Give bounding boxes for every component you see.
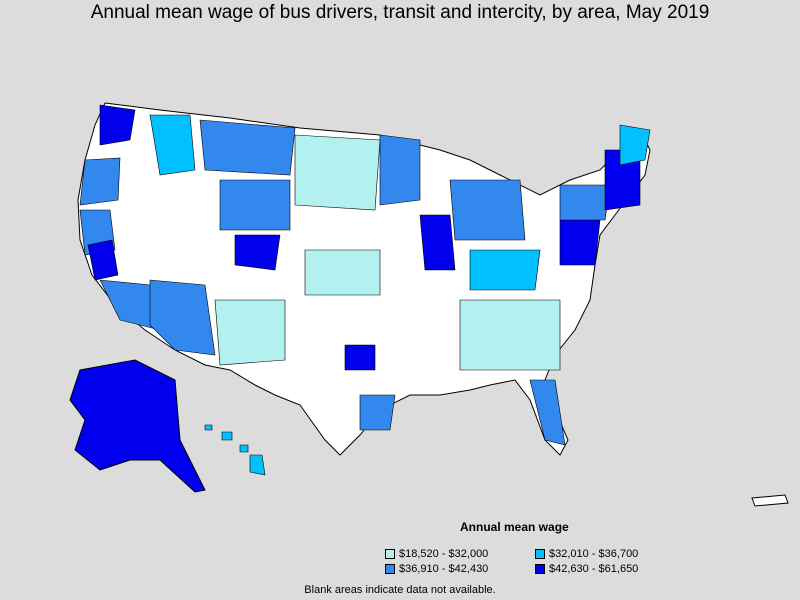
legend-swatch-3 [385,564,395,574]
region-arizona [149,279,216,356]
region-mid-atlantic [559,219,601,266]
legend-label-2: $32,010 - $36,700 [549,548,639,560]
region-texas-gulf [359,394,396,431]
region-idaho [149,114,196,176]
region-maine [619,124,651,166]
legend: Annual mean wage $18,520 - $32,000 $32,0… [385,520,665,575]
alaska [69,359,206,493]
region-fills [79,104,651,446]
region-new-mexico [214,299,286,366]
legend-title: Annual mean wage [460,520,569,534]
legend-label-1: $18,520 - $32,000 [399,548,489,560]
region-southeast [459,299,561,371]
region-colorado-front [234,234,281,271]
legend-item-3: $36,910 - $42,430 [385,563,535,575]
legend-swatch-1 [385,549,395,559]
region-wyoming [219,179,291,231]
region-dakotas [294,134,381,211]
region-california-bay [87,239,119,281]
legend-swatch-2 [535,549,545,559]
region-ohio-valley [469,249,541,291]
puerto-rico [751,494,789,507]
region-oklahoma [344,344,376,371]
region-washington-west [99,104,136,146]
region-illinois [419,214,456,271]
legend-swatch-4 [535,564,545,574]
footnote: Blank areas indicate data not available. [304,584,496,596]
region-oregon-coast [79,157,121,206]
map-title: Annual mean wage of bus drivers, transit… [90,2,710,23]
legend-item-2: $32,010 - $36,700 [535,548,675,560]
region-montana [199,119,296,176]
region-great-lakes [449,179,526,241]
region-new-york [559,184,611,221]
legend-label-4: $42,630 - $61,650 [549,563,639,575]
legend-item-1: $18,520 - $32,000 [385,548,535,560]
region-florida [529,379,566,446]
region-minnesota [379,134,421,206]
hawaii [204,424,266,476]
legend-item-4: $42,630 - $61,650 [535,563,675,575]
region-kansas [304,249,381,296]
legend-label-3: $36,910 - $42,430 [399,563,489,575]
